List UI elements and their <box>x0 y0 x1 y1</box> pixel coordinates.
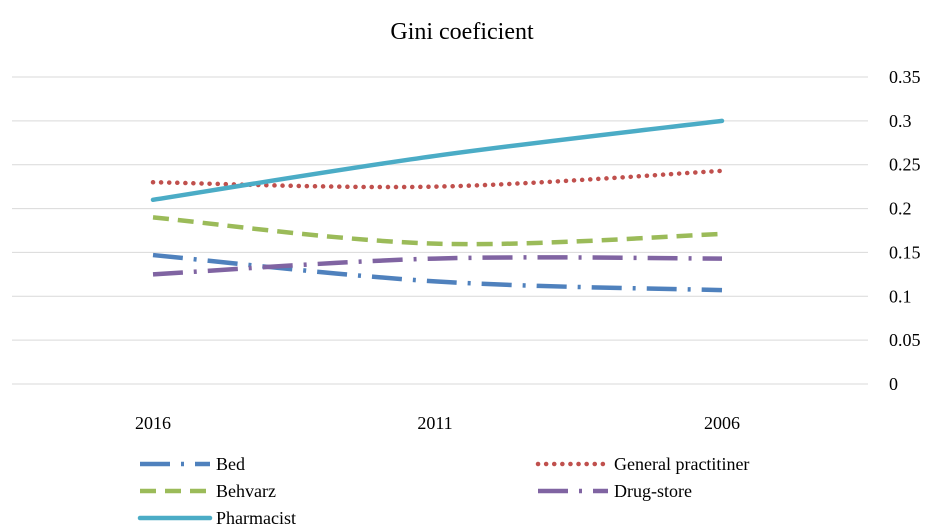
y-tick-label: 0.3 <box>889 111 912 131</box>
legend-entry-bed: Bed <box>140 454 245 474</box>
y-tick-label: 0.1 <box>889 286 912 306</box>
series-line-pharmacist <box>150 118 725 203</box>
chart-title: Gini coeficient <box>390 19 534 45</box>
legend-label: Drug-store <box>614 481 692 501</box>
y-tick-label: 0.2 <box>889 199 912 219</box>
series-line-bed <box>152 252 723 293</box>
y-axis-ticks: 0 0.05 0.1 0.15 0.2 0.25 0.3 0.35 <box>889 67 921 394</box>
legend-label: General practitiner <box>614 454 749 474</box>
y-tick-label: 0 <box>889 374 898 394</box>
legend-entry-general-practitiner: General practitiner <box>535 454 749 474</box>
legend-entry-drug-store: Drug-store <box>538 481 692 501</box>
series-line-drug-store <box>152 255 723 277</box>
x-tick-label: 2006 <box>704 413 740 433</box>
x-tick-label: 2016 <box>135 413 171 433</box>
legend-label: Bed <box>216 454 245 474</box>
series-line-behvarz <box>152 215 723 247</box>
legend-label: Pharmacist <box>216 508 296 528</box>
x-axis-ticks: 2016 2011 2006 <box>135 413 740 433</box>
legend-entry-pharmacist: Pharmacist <box>137 508 296 528</box>
y-tick-label: 0.25 <box>889 155 921 175</box>
legend-label: Behvarz <box>216 481 276 501</box>
series-lines <box>150 118 725 293</box>
series-line-general-practitiner <box>150 168 725 190</box>
legend-entry-behvarz: Behvarz <box>140 481 276 501</box>
legend: Bed General practitiner Behvarz Drug-store P… <box>137 454 749 528</box>
y-tick-label: 0.05 <box>889 330 921 350</box>
x-tick-label: 2011 <box>417 413 452 433</box>
gridlines <box>12 76 868 385</box>
y-tick-label: 0.35 <box>889 67 921 87</box>
y-tick-label: 0.15 <box>889 242 921 262</box>
